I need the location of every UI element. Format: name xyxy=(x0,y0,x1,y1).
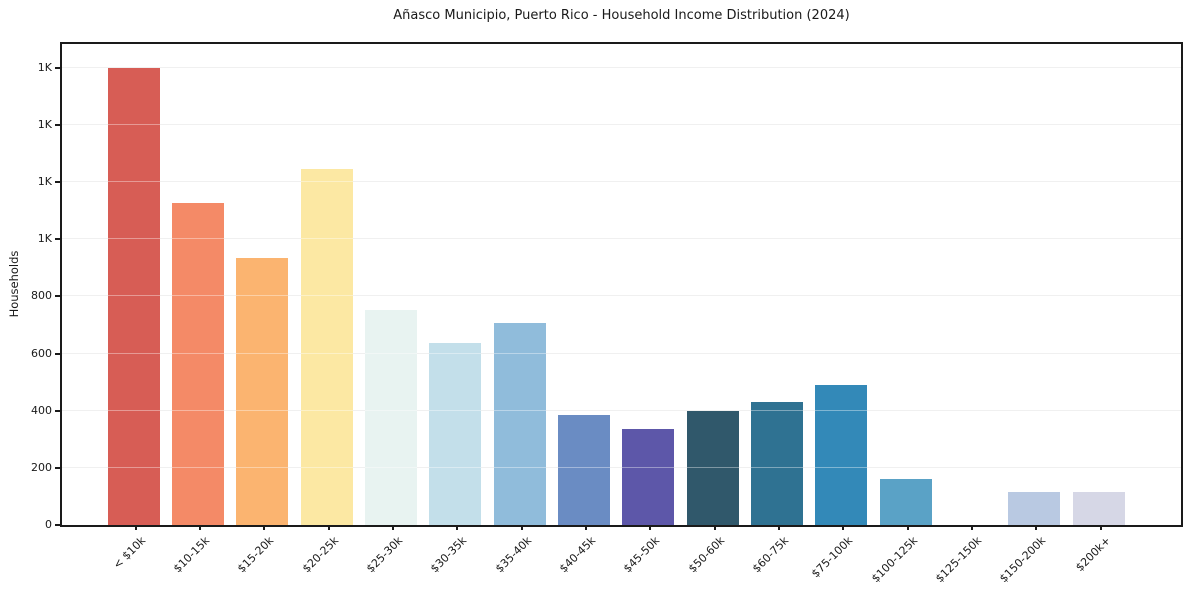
x-tick-mark-4 xyxy=(392,525,395,530)
bar-200k xyxy=(1072,492,1125,525)
gridline-y-800 xyxy=(62,295,1181,297)
bar-20-25k xyxy=(300,169,353,525)
y-tick-mark-600 xyxy=(55,352,61,355)
x-tick-mark-13 xyxy=(970,525,973,530)
bar-75-100k xyxy=(815,385,868,525)
bar-60-75k xyxy=(751,402,803,525)
bar-35-40k xyxy=(493,323,546,525)
x-tick-mark-15 xyxy=(1099,525,1102,530)
bar-10k xyxy=(107,68,160,525)
y-tick-mark-1200 xyxy=(55,181,61,184)
gridline-overlay-y-1400 xyxy=(62,123,1181,125)
x-tick-mark-14 xyxy=(1035,525,1038,530)
bar-40-45k xyxy=(558,415,610,525)
gridline-overlay-y-600 xyxy=(62,352,1181,354)
y-tick-mark-1000 xyxy=(55,238,61,241)
gridline-overlay-y-200 xyxy=(62,466,1181,468)
gridline-overlay-y-1600 xyxy=(62,66,1181,68)
bar-15-20k xyxy=(236,258,289,525)
bar-25-30k xyxy=(365,310,418,525)
y-tick-label-400: 400 xyxy=(31,403,52,417)
y-tick-mark-400 xyxy=(55,409,61,412)
gridline-y-1600 xyxy=(62,66,1181,68)
gridline-y-1200 xyxy=(62,181,1181,183)
x-tick-mark-0 xyxy=(134,525,137,530)
chart-title: Añasco Municipio, Puerto Rico - Househol… xyxy=(393,8,850,23)
x-tick-mark-11 xyxy=(842,525,845,530)
gridline-y-1000 xyxy=(62,238,1181,240)
bar-30-35k xyxy=(429,343,482,525)
bar-150-200k xyxy=(1008,492,1061,525)
y-axis-label: Households xyxy=(7,250,21,318)
y-tick-label-800: 800 xyxy=(31,289,52,303)
x-tick-mark-8 xyxy=(649,525,652,530)
y-tick-label-0: 0 xyxy=(45,518,52,531)
gridline-overlay-y-1000 xyxy=(62,238,1181,240)
bar-10-15k xyxy=(172,203,225,525)
bar-100-125k xyxy=(879,479,932,525)
y-tick-label-1600: 1K xyxy=(37,60,52,74)
bar-45-50k xyxy=(622,429,675,525)
gridline-y-400 xyxy=(62,409,1181,411)
y-tick-mark-0 xyxy=(55,524,61,526)
y-tick-label-1200: 1K xyxy=(37,175,52,189)
x-tick-mark-1 xyxy=(199,525,202,530)
y-tick-mark-1400 xyxy=(55,123,61,126)
x-tick-mark-5 xyxy=(456,525,459,530)
y-tick-mark-1600 xyxy=(55,66,61,69)
gridline-y-200 xyxy=(62,466,1181,468)
x-tick-mark-7 xyxy=(585,525,587,530)
gridline-overlay-y-800 xyxy=(62,295,1181,297)
plot-area xyxy=(60,42,1183,527)
y-tick-label-1400: 1K xyxy=(37,117,52,131)
gridline-overlay-y-1200 xyxy=(62,181,1181,183)
gridline-overlay-y-400 xyxy=(62,409,1181,411)
x-tick-label-0: < $10k xyxy=(110,534,148,572)
y-tick-label-1000: 1K xyxy=(37,232,52,246)
x-tick-mark-10 xyxy=(778,525,780,530)
x-tick-mark-3 xyxy=(327,525,330,530)
bar-50-60k xyxy=(686,411,739,525)
x-tick-mark-9 xyxy=(713,525,716,530)
x-tick-mark-2 xyxy=(263,525,266,530)
y-tick-label-600: 600 xyxy=(31,346,52,360)
x-tick-mark-12 xyxy=(906,525,909,530)
y-tick-label-200: 200 xyxy=(31,460,52,474)
y-tick-mark-800 xyxy=(55,295,61,298)
x-tick-mark-6 xyxy=(520,525,523,530)
gridline-y-1400 xyxy=(62,123,1181,125)
gridline-y-600 xyxy=(62,352,1181,354)
y-tick-mark-200 xyxy=(55,466,61,469)
